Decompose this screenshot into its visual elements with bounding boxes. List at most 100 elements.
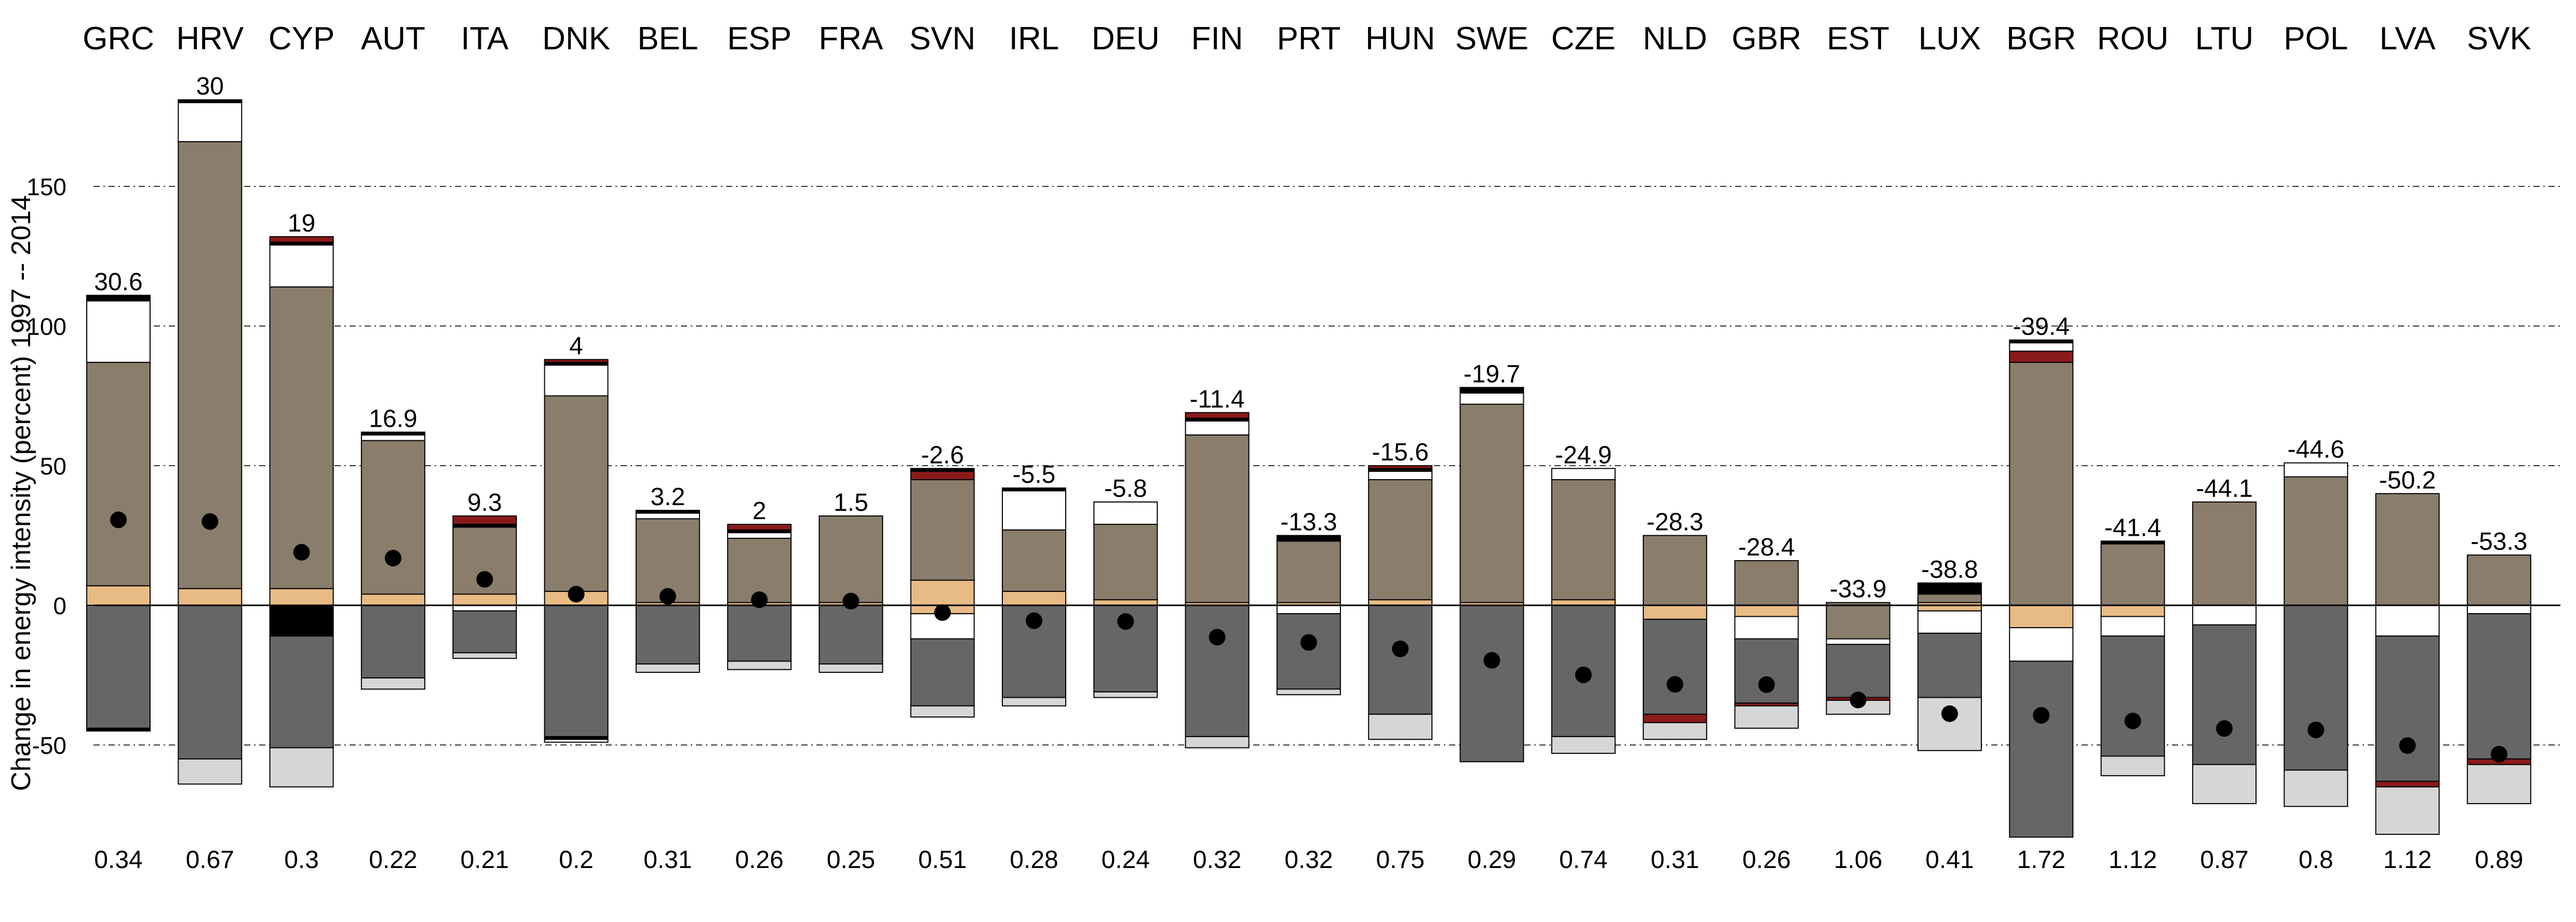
bottom-value-label: 0.74 bbox=[1559, 846, 1607, 874]
category-label: FIN bbox=[1191, 21, 1243, 57]
bar-segment-negative bbox=[1734, 616, 1799, 640]
bottom-value-label: 1.12 bbox=[2109, 846, 2157, 874]
bar-segment-negative bbox=[910, 638, 975, 707]
bars-layer bbox=[86, 99, 2531, 838]
category-label: SVN bbox=[909, 21, 975, 57]
bar-segment-positive bbox=[1368, 470, 1433, 480]
bar-segment-negative bbox=[2375, 605, 2440, 637]
bar-segment-negative bbox=[452, 605, 517, 612]
bar-segment-negative bbox=[2192, 764, 2257, 804]
total-change-point bbox=[1026, 612, 1042, 629]
bar-segment-negative bbox=[2466, 764, 2531, 804]
total-change-point bbox=[293, 544, 310, 561]
y-tick-label: 50 bbox=[40, 453, 66, 480]
bar-segment-negative bbox=[1917, 605, 1982, 612]
bar-segment-negative bbox=[1643, 618, 1708, 715]
bar-segment-negative bbox=[1643, 722, 1708, 740]
total-change-label: -2.6 bbox=[921, 441, 964, 469]
bar-segment-positive bbox=[635, 512, 700, 520]
total-change-label: -19.7 bbox=[1464, 360, 1520, 388]
category-label: ROU bbox=[2097, 21, 2169, 57]
bar-segment-negative bbox=[1643, 713, 1708, 723]
category-label: HUN bbox=[1365, 21, 1435, 57]
bar-segment-negative bbox=[269, 747, 334, 788]
y-tick-label: 100 bbox=[26, 313, 66, 340]
bar-segment-positive bbox=[1551, 599, 1616, 606]
total-change-point bbox=[1209, 629, 1226, 646]
bar-segment-positive bbox=[727, 532, 792, 539]
bar-segment-positive bbox=[86, 294, 151, 302]
bar-segment-positive bbox=[2284, 476, 2349, 606]
bar-segment-negative bbox=[1459, 605, 1524, 763]
bottom-value-label: 0.8 bbox=[2299, 846, 2333, 874]
bar-segment-positive bbox=[2192, 501, 2257, 606]
bottom-value-label: 0.22 bbox=[369, 846, 417, 874]
bar-segment-negative bbox=[452, 652, 517, 659]
bar-segment-positive bbox=[819, 515, 883, 603]
bar-segment-positive bbox=[1185, 434, 1250, 603]
bar-group-gbr bbox=[1734, 560, 1799, 729]
bottom-value-label: 0.28 bbox=[1010, 846, 1058, 874]
y-axis-title: Change in energy intensity (percent) 199… bbox=[6, 195, 36, 791]
bar-group-svk bbox=[2466, 554, 2531, 804]
bar-segment-positive bbox=[269, 286, 334, 589]
total-change-point bbox=[1849, 692, 1867, 709]
bar-segment-negative bbox=[2375, 635, 2440, 782]
bottom-value-label: 0.31 bbox=[643, 846, 692, 874]
bar-segment-positive bbox=[1459, 392, 1524, 405]
bar-segment-positive bbox=[1276, 535, 1341, 542]
bar-segment-negative bbox=[2009, 605, 2074, 629]
bottom-value-label: 0.32 bbox=[1284, 846, 1333, 874]
bar-segment-positive bbox=[178, 102, 243, 142]
bottom-value-label: 0.87 bbox=[2200, 846, 2248, 874]
bar-segment-negative bbox=[1093, 691, 1158, 698]
bar-segment-positive bbox=[727, 523, 792, 531]
bar-segment-positive bbox=[2375, 493, 2440, 606]
category-label: DNK bbox=[542, 21, 610, 57]
bar-segment-positive bbox=[544, 395, 609, 592]
total-change-point bbox=[202, 513, 219, 530]
total-change-label: -53.3 bbox=[2471, 528, 2527, 555]
total-change-point bbox=[384, 550, 401, 567]
bar-segment-positive bbox=[910, 468, 975, 472]
bar-segment-positive bbox=[269, 236, 334, 243]
bar-segment-negative bbox=[819, 605, 883, 665]
bar-group-irl bbox=[1002, 487, 1066, 707]
bar-segment-positive bbox=[1551, 479, 1616, 601]
bar-group-rou bbox=[2100, 540, 2165, 777]
bar-segment-positive bbox=[2009, 350, 2074, 363]
bar-segment-negative bbox=[2100, 616, 2165, 637]
total-change-label: 1.5 bbox=[834, 489, 868, 517]
total-change-point bbox=[1575, 666, 1592, 683]
bar-group-hun bbox=[1368, 465, 1433, 740]
total-change-point bbox=[1483, 652, 1500, 669]
bar-segment-positive bbox=[1459, 403, 1524, 603]
bar-group-hrv bbox=[178, 99, 243, 785]
bar-group-lva bbox=[2375, 493, 2440, 835]
bar-group-svn bbox=[910, 468, 975, 718]
category-label: GBR bbox=[1732, 21, 1801, 57]
bar-segment-negative bbox=[1734, 638, 1799, 704]
total-change-point bbox=[1117, 613, 1134, 630]
y-tick-label: 0 bbox=[53, 592, 66, 619]
bottom-value-label: 0.3 bbox=[284, 846, 319, 874]
bar-segment-positive bbox=[2466, 554, 2531, 606]
bar-group-ita bbox=[452, 515, 517, 659]
total-change-label: -33.9 bbox=[1830, 576, 1886, 603]
bottom-value-label: 1.06 bbox=[1834, 846, 1882, 874]
bar-segment-negative bbox=[2284, 605, 2349, 771]
bar-segment-negative bbox=[2100, 755, 2165, 777]
total-change-point bbox=[2216, 720, 2233, 737]
bar-segment-negative bbox=[544, 605, 609, 737]
bar-segment-negative bbox=[269, 605, 334, 637]
bottom-value-label: 0.34 bbox=[94, 846, 142, 874]
category-label: LUX bbox=[1918, 21, 1981, 57]
total-change-point bbox=[1667, 676, 1684, 693]
bar-segment-negative bbox=[1643, 605, 1708, 620]
bar-segment-negative bbox=[1917, 632, 1982, 698]
bar-segment-negative bbox=[1276, 613, 1341, 690]
bar-segment-positive bbox=[1002, 487, 1066, 492]
category-label: DEU bbox=[1092, 21, 1160, 57]
bottom-value-label: 0.31 bbox=[1651, 846, 1699, 874]
